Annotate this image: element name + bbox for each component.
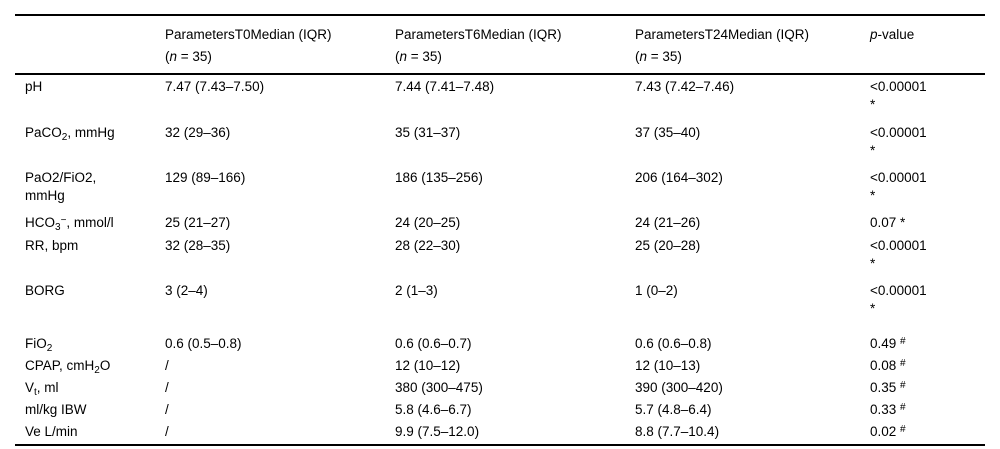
t24-value-cell: 24 (21–26) <box>635 214 701 230</box>
param-cell: FiO2 <box>25 335 53 354</box>
table-row: PaCO2, mmHg 32 (29–36) 35 (31–37) 37 (35… <box>15 121 985 166</box>
t0-value-cell: 32 (28–35) <box>165 237 231 253</box>
t24-value-cell: 8.8 (7.7–10.4) <box>635 424 720 440</box>
param-cell: PaO2/FiO2, mmHg <box>25 170 97 204</box>
p-value-cell: 0.33 # <box>870 402 906 418</box>
table-row: Ve L/min / 9.9 (7.5–12.0) 8.8 (7.7–10.4)… <box>15 421 985 444</box>
column-header-t0: ParametersT0Median (IQR) (n = 35) <box>165 15 395 76</box>
t24-value-cell: 37 (35–40) <box>635 124 701 140</box>
p-value-cell: 0.08 # <box>870 357 906 373</box>
t0-value-cell: / <box>165 357 169 373</box>
t6-value-cell: 7.44 (7.41–7.48) <box>395 79 495 95</box>
t24-value-cell: 25 (20–28) <box>635 237 701 253</box>
param-cell: CPAP, cmH2O <box>25 357 111 376</box>
column-header-p-value: p-value <box>870 15 985 76</box>
t24-value-cell: 5.7 (4.8–6.4) <box>635 402 712 418</box>
t6-value-cell: 186 (135–256) <box>395 170 483 186</box>
table-row: FiO2 0.6 (0.5–0.8) 0.6 (0.6–0.7) 0.6 (0.… <box>15 333 985 355</box>
t6-value-cell: 9.9 (7.5–12.0) <box>395 424 480 440</box>
table-row: pH 7.47 (7.43–7.50) 7.44 (7.41–7.48) 7.4… <box>15 74 985 120</box>
t0-value-cell: 3 (2–4) <box>165 283 208 299</box>
p-value-cell: <0.00001 * <box>870 170 927 204</box>
t0-value-cell: 129 (89–166) <box>165 170 246 186</box>
table-row: ml/kg IBW / 5.8 (4.6–6.7) 5.7 (4.8–6.4) … <box>15 399 985 421</box>
t6-value-cell: 2 (1–3) <box>395 283 438 299</box>
t0-value-cell: / <box>165 380 169 396</box>
column-header-t6: ParametersT6Median (IQR) (n = 35) <box>395 15 635 76</box>
p-value-cell: 0.02 # <box>870 424 906 440</box>
column-header-t24: ParametersT24Median (IQR) (n = 35) <box>635 15 870 76</box>
t0-value-cell: / <box>165 424 169 440</box>
p-value-cell: 0.07 * <box>870 214 906 230</box>
t0-value-cell: 25 (21–27) <box>165 214 231 230</box>
t6-value-cell: 380 (300–475) <box>395 380 483 396</box>
t24-value-cell: 1 (0–2) <box>635 283 678 299</box>
table-body: pH 7.47 (7.43–7.50) 7.44 (7.41–7.48) 7.4… <box>15 74 985 445</box>
table-row: RR, bpm 32 (28–35) 28 (22–30) 25 (20–28)… <box>15 234 985 279</box>
param-cell: BORG <box>25 283 65 299</box>
t6-value-cell: 5.8 (4.6–6.7) <box>395 402 472 418</box>
t0-value-cell: 0.6 (0.5–0.8) <box>165 335 242 351</box>
table-row: CPAP, cmH2O / 12 (10–12) 12 (10–13) 0.08… <box>15 355 985 377</box>
param-cell: pH <box>25 79 43 95</box>
t6-value-cell: 0.6 (0.6–0.7) <box>395 335 472 351</box>
t24-value-cell: 7.43 (7.42–7.46) <box>635 79 735 95</box>
param-cell: ml/kg IBW <box>25 402 87 418</box>
t6-value-cell: 12 (10–12) <box>395 357 461 373</box>
t24-value-cell: 0.6 (0.6–0.8) <box>635 335 712 351</box>
p-value-cell: <0.00001 * <box>870 79 927 113</box>
t0-value-cell: 7.47 (7.43–7.50) <box>165 79 265 95</box>
table-row: PaO2/FiO2, mmHg 129 (89–166) 186 (135–256… <box>15 166 985 211</box>
table-header: ParametersT0Median (IQR) (n = 35) Paramet… <box>15 15 985 76</box>
p-value-cell: <0.00001 * <box>870 124 927 158</box>
p-value-cell: 0.49 # <box>870 335 906 351</box>
header-row: ParametersT0Median (IQR) (n = 35) Paramet… <box>15 15 985 76</box>
t6-value-cell: 24 (20–25) <box>395 214 461 230</box>
param-cell: RR, bpm <box>25 237 79 253</box>
t0-value-cell: 32 (29–36) <box>165 124 231 140</box>
table-row: BORG 3 (2–4) 2 (1–3) 1 (0–2) <0.00001 * <box>15 279 985 332</box>
param-cell: HCO3−, mmol/l <box>25 214 114 233</box>
table-row: HCO3−, mmol/l 25 (21–27) 24 (20–25) 24 (… <box>15 212 985 234</box>
p-value-cell: <0.00001 * <box>870 283 927 317</box>
column-header-param <box>15 15 165 76</box>
param-cell: Ve L/min <box>25 424 78 440</box>
t24-value-cell: 390 (300–420) <box>635 380 723 396</box>
p-value-cell: 0.35 # <box>870 380 906 396</box>
t0-value-cell: / <box>165 402 169 418</box>
param-cell: PaCO2, mmHg <box>25 124 115 143</box>
param-cell: Vt, ml <box>25 380 59 399</box>
t24-value-cell: 206 (164–302) <box>635 170 723 186</box>
t24-value-cell: 12 (10–13) <box>635 357 701 373</box>
t6-value-cell: 28 (22–30) <box>395 237 461 253</box>
parameters-table: ParametersT0Median (IQR) (n = 35) Paramet… <box>15 14 985 446</box>
p-value-cell: <0.00001 * <box>870 237 927 271</box>
table-row: Vt, ml / 380 (300–475) 390 (300–420) 0.3… <box>15 377 985 399</box>
t6-value-cell: 35 (31–37) <box>395 124 461 140</box>
